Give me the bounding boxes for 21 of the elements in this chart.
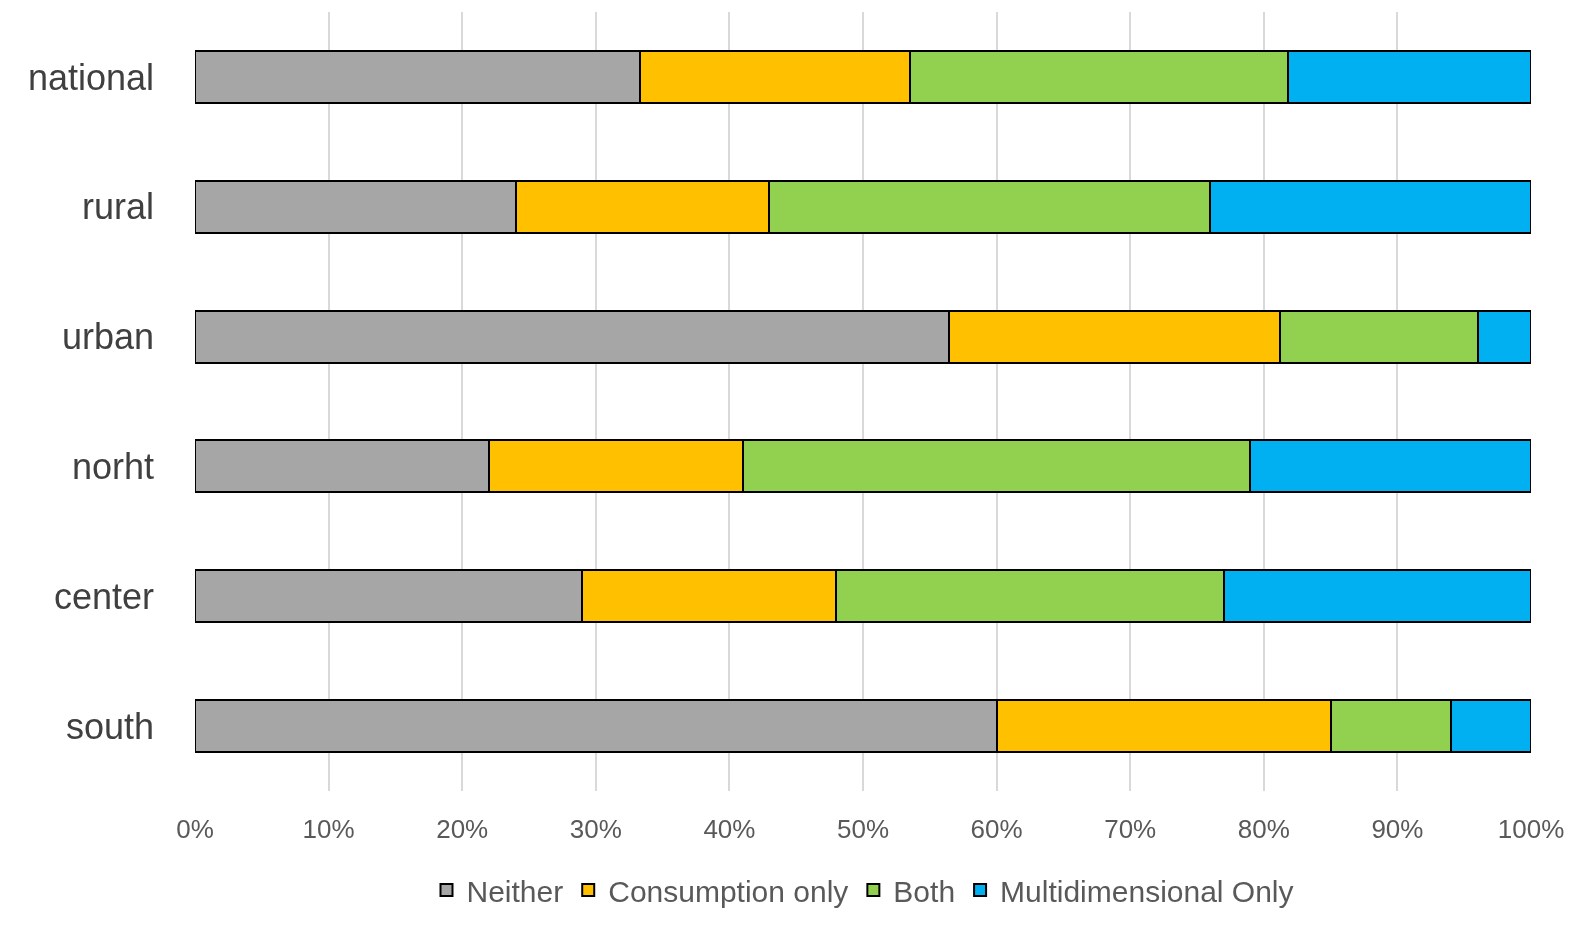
y-tick-label: national (27, 56, 154, 98)
y-tick-label: rural (81, 186, 154, 228)
x-tick-label: 100% (1497, 814, 1565, 844)
x-tick-label: 40% (703, 814, 756, 844)
legend-label: Neither (466, 874, 564, 908)
x-tick-label: 10% (302, 814, 355, 844)
x-tick-label: 80% (1237, 814, 1290, 844)
x-tick-label: 90% (1371, 814, 1424, 844)
x-tick-label: 70% (1104, 814, 1157, 844)
x-tick-label: 30% (569, 814, 622, 844)
x-tick-label: 20% (436, 814, 489, 844)
y-tick-label: urban (61, 316, 154, 358)
x-tick-label: 50% (836, 814, 890, 844)
x-tick-label: 60% (970, 814, 1023, 844)
y-tick-label: center (53, 575, 154, 617)
legend-label: Multidimensional Only (1000, 874, 1294, 908)
legend-label: Both (893, 874, 956, 908)
x-tick-label: 0% (176, 814, 214, 844)
y-tick-label: norht (71, 446, 154, 488)
legend-label: Consumption only (608, 874, 849, 908)
y-tick-label: south (65, 705, 154, 747)
